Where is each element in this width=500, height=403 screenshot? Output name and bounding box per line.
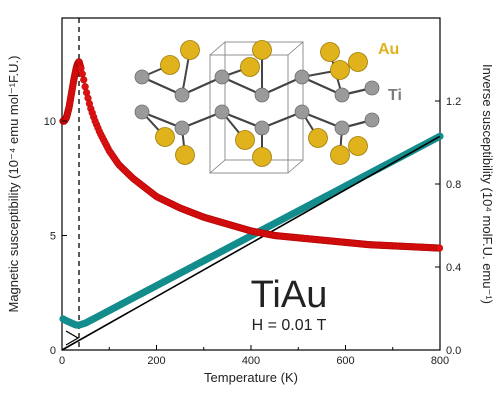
ti-atom	[334, 87, 350, 103]
ti-atom	[294, 69, 310, 85]
unit-cell-front	[209, 54, 289, 174]
au-label: Au	[378, 41, 399, 58]
axis-layer: 0 200 400 600 800 0 5 10 0.0 0.4 0.8 1.2	[44, 96, 462, 367]
au-atom	[175, 145, 195, 165]
x-tick-label: 800	[431, 355, 449, 367]
field-annotation: H = 0.01 T	[252, 317, 327, 334]
au-atom	[330, 145, 350, 165]
ti-atom	[214, 104, 230, 120]
x-tick-label: 0	[59, 355, 65, 367]
au-atom	[180, 40, 200, 60]
y-axis-right-label: Inverse susceptibility (10⁴ molF.U. emu⁻…	[480, 64, 495, 304]
susceptibility-series	[59, 58, 444, 252]
ti-atom	[364, 80, 380, 96]
susceptibility-data-point	[435, 244, 444, 252]
x-tick-label: 200	[147, 355, 165, 367]
ti-atom	[214, 69, 230, 85]
y-left-tick-label: 0	[50, 345, 56, 357]
ti-atom	[174, 120, 190, 136]
au-atom	[348, 52, 368, 72]
ti-atom	[174, 87, 190, 103]
au-atom	[348, 136, 368, 156]
au-atom	[235, 130, 255, 150]
ti-atom	[254, 87, 270, 103]
x-tick-label: 600	[336, 355, 354, 367]
ti-atom	[134, 69, 150, 85]
au-atom	[252, 40, 272, 60]
susceptibility-data-point	[80, 76, 88, 84]
unit-cell-edge	[287, 41, 304, 56]
ti-atom	[334, 120, 350, 136]
x-axis-label: Temperature (K)	[204, 370, 298, 385]
crystal-structure-inset: Au Ti	[134, 40, 402, 174]
au-atom	[308, 128, 328, 148]
au-atom	[155, 127, 175, 147]
y-right-tick-label: 0.4	[446, 262, 461, 274]
au-atom	[240, 57, 260, 77]
au-atom	[320, 42, 340, 62]
ti-atom	[134, 104, 150, 120]
curie-weiss-fit-line	[61, 135, 441, 351]
y-right-tick-label: 1.2	[446, 96, 461, 108]
unit-cell-edge	[209, 159, 226, 174]
y-left-tick-label: 10	[44, 116, 56, 128]
ti-atom	[294, 104, 310, 120]
unit-cell-edge	[209, 41, 226, 56]
au-atom	[330, 60, 350, 80]
ti-label: Ti	[388, 87, 402, 104]
left-axis-arrow	[65, 330, 80, 346]
susceptibility-data-point	[78, 70, 86, 78]
data-layer	[59, 18, 444, 351]
y-axis-left-label: Magnetic susceptibility (10⁻⁴ emu mol⁻¹F…	[6, 56, 21, 313]
y-left-tick-label: 5	[50, 231, 56, 243]
y-right-tick-label: 0.8	[446, 179, 461, 191]
x-tick-label: 400	[242, 355, 260, 367]
ti-atom	[254, 120, 270, 136]
ti-atom	[364, 112, 380, 128]
material-title: TiAu	[251, 274, 328, 316]
au-atom	[252, 147, 272, 167]
unit-cell-edge	[287, 159, 304, 174]
au-atom	[160, 55, 180, 75]
y-right-tick-label: 0.0	[446, 345, 461, 357]
susceptibility-data-point	[81, 83, 89, 91]
